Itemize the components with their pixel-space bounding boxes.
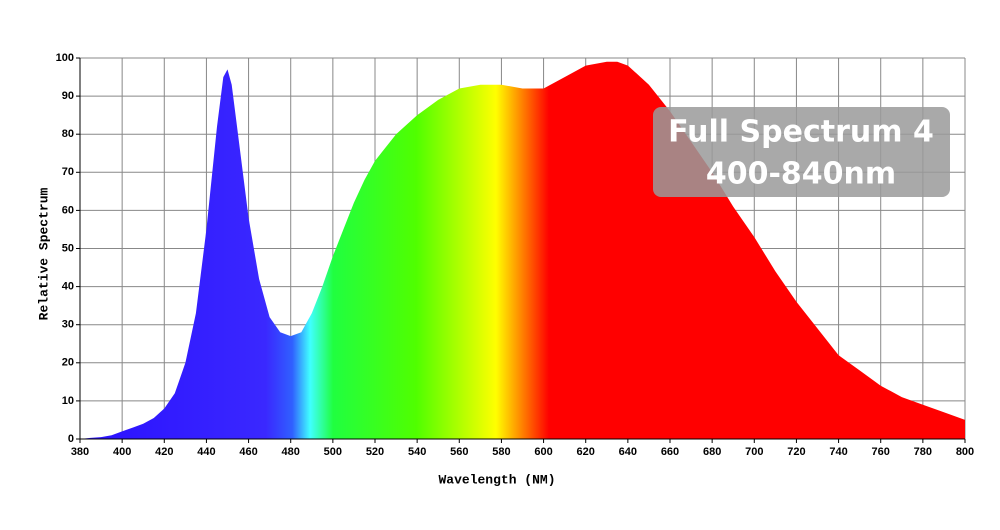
x-tick-label: 380 — [71, 446, 89, 458]
x-tick-label: 740 — [829, 446, 847, 458]
x-tick-label: 800 — [956, 446, 974, 458]
x-tick-label: 760 — [872, 446, 890, 458]
x-tick-label: 700 — [745, 446, 763, 458]
x-tick-label: 500 — [324, 446, 342, 458]
x-tick-label: 540 — [408, 446, 426, 458]
x-tick-label: 560 — [450, 446, 468, 458]
x-axis-label: Wavelength (NM) — [438, 472, 555, 487]
x-tick-label: 520 — [366, 446, 384, 458]
x-tick-label: 460 — [239, 446, 257, 458]
x-tick-label: 480 — [282, 446, 300, 458]
x-tick-label: 720 — [787, 446, 805, 458]
x-tick-label: 580 — [492, 446, 510, 458]
x-tick-label: 420 — [155, 446, 173, 458]
x-tick-label: 400 — [113, 446, 131, 458]
y-tick-label: 30 — [62, 319, 74, 331]
y-tick-label: 50 — [62, 242, 74, 254]
x-tick-label: 620 — [577, 446, 595, 458]
y-tick-label: 10 — [62, 395, 74, 407]
x-tick-label: 780 — [914, 446, 932, 458]
y-tick-label: 90 — [62, 90, 74, 102]
y-axis-label: Relative Spectrum — [36, 187, 51, 320]
y-tick-label: 60 — [62, 204, 74, 216]
x-tick-label: 680 — [703, 446, 721, 458]
x-tick-label: 600 — [534, 446, 552, 458]
x-tick-label: 640 — [619, 446, 637, 458]
plot — [79, 58, 965, 440]
x-tick-label: 440 — [197, 446, 215, 458]
y-tick-label: 40 — [62, 281, 74, 293]
y-tick-label: 100 — [56, 52, 74, 64]
x-tick-label: 660 — [661, 446, 679, 458]
spectrum-area — [80, 61, 965, 440]
y-tick-label: 80 — [62, 128, 74, 140]
y-tick-label: 0 — [68, 433, 74, 445]
y-tick-label: 70 — [62, 166, 74, 178]
annotation-box — [653, 107, 950, 197]
y-tick-label: 20 — [62, 357, 74, 369]
annotation: 400-840nm — [706, 157, 896, 192]
annotation: Full Spectrum 4 — [668, 115, 934, 150]
